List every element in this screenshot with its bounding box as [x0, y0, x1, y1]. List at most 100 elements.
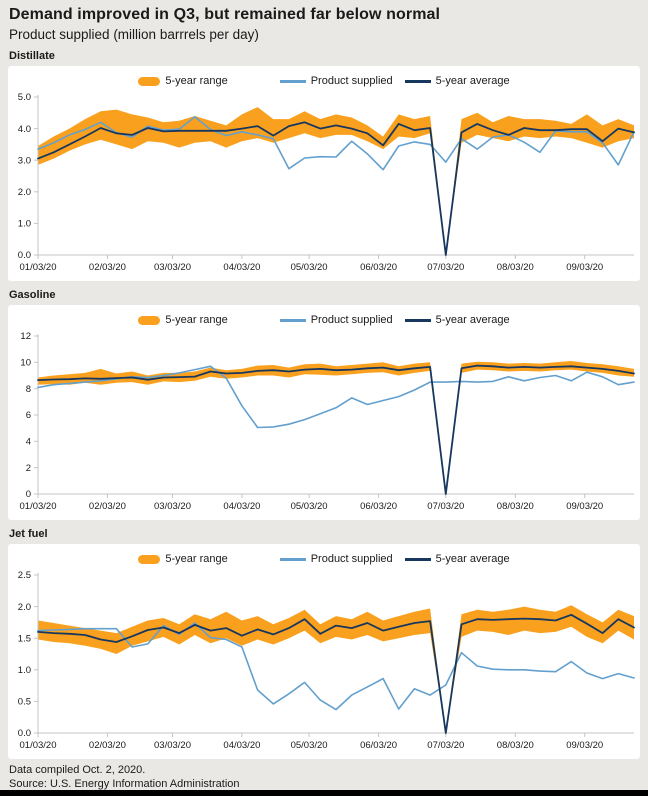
- legend-item-average: 5-year average: [404, 314, 510, 327]
- legend-average-label: 5-year average: [435, 75, 510, 88]
- distillate-legend: 5-year range Product supplied 5-year ave…: [8, 71, 640, 91]
- footer: Data compiled Oct. 2, 2020. Source: U.S.…: [0, 759, 648, 792]
- svg-text:07/03/20: 07/03/20: [427, 501, 464, 512]
- legend-item-range: 5-year range: [138, 75, 228, 88]
- svg-text:05/03/20: 05/03/20: [291, 501, 328, 512]
- jet-fuel-svg: 2.5 2.0 1.5 1.0 0.5 0.001/03/20 02/03/20 03/03/…: [18, 571, 635, 751]
- axes: [34, 334, 634, 499]
- svg-text:0: 0: [26, 490, 31, 501]
- footer-compiled: Data compiled Oct. 2, 2020.: [9, 764, 146, 777]
- svg-text:2.0: 2.0: [18, 602, 31, 613]
- average-line-swatch-icon: [404, 319, 431, 322]
- svg-text:04/03/20: 04/03/20: [223, 740, 260, 751]
- five-year-range-band: [38, 107, 634, 256]
- svg-text:06/03/20: 06/03/20: [360, 501, 397, 512]
- panel-label-jetfuel: Jet fuel: [9, 528, 48, 541]
- range-swatch-icon: [138, 315, 161, 325]
- svg-text:12: 12: [20, 332, 31, 343]
- legend-range-label: 5-year range: [165, 314, 228, 327]
- five-year-range-band: [38, 605, 634, 734]
- legend-item-range: 5-year range: [138, 553, 228, 566]
- panel-label-distillate: Distillate: [9, 50, 55, 63]
- svg-text:04/03/20: 04/03/20: [223, 501, 260, 512]
- product-line-swatch-icon: [279, 319, 306, 322]
- jetfuel-legend: 5-year range Product supplied 5-year ave…: [8, 549, 640, 569]
- svg-text:3.0: 3.0: [18, 156, 31, 167]
- gasoline-svg: 12 10 8 6 4 2 001/03/20 02/03/20 03/03/20 04/03/2…: [20, 332, 635, 512]
- axes: [34, 573, 634, 738]
- x-axis-labels: 01/03/20 02/03/20 03/03/20 04/03/20 05/03/20…: [20, 262, 604, 273]
- svg-text:01/03/20: 01/03/20: [20, 740, 57, 751]
- svg-text:0.5: 0.5: [18, 697, 31, 708]
- svg-text:6: 6: [26, 411, 31, 422]
- header: Demand improved in Q3, but remained far …: [0, 0, 648, 42]
- five-year-range-band: [38, 361, 634, 495]
- svg-text:2.0: 2.0: [18, 187, 31, 198]
- page-subtitle: Product supplied (million barrrels per d…: [9, 27, 259, 43]
- 5-year-average-line: [37, 365, 635, 496]
- range-swatch-icon: [138, 554, 161, 564]
- gasoline-chart-card: 5-year range Product supplied 5-year ave…: [8, 305, 640, 521]
- svg-text:08/03/20: 08/03/20: [497, 501, 534, 512]
- svg-text:2.5: 2.5: [18, 571, 31, 582]
- svg-text:5.0: 5.0: [18, 93, 31, 104]
- gasoline-chart: 12 10 8 6 4 2 0 01/03/20 02/03/20 03/03/20 04/03/2…: [8, 330, 640, 520]
- x-axis-labels: 01/03/20 02/03/20 03/03/20 04/03/20 05/03/20…: [20, 501, 604, 512]
- svg-text:1.5: 1.5: [18, 634, 31, 645]
- product-supplied-line: [37, 365, 635, 429]
- legend-average-label: 5-year average: [435, 553, 510, 566]
- legend-item-average: 5-year average: [404, 75, 510, 88]
- legend-item-product: Product supplied: [279, 314, 393, 327]
- legend-product-label: Product supplied: [310, 75, 393, 88]
- svg-text:05/03/20: 05/03/20: [291, 740, 328, 751]
- svg-text:03/03/20: 03/03/20: [154, 740, 191, 751]
- legend-item-average: 5-year average: [404, 553, 510, 566]
- svg-text:09/03/20: 09/03/20: [566, 740, 603, 751]
- svg-text:02/03/20: 02/03/20: [89, 501, 126, 512]
- panel-label-gasoline: Gasoline: [9, 289, 56, 302]
- bottom-bar: [0, 790, 648, 796]
- svg-text:08/03/20: 08/03/20: [497, 262, 534, 273]
- footer-source: Source: U.S. Energy Information Administ…: [9, 778, 240, 791]
- product-line-swatch-icon: [279, 80, 306, 83]
- svg-text:2: 2: [26, 463, 31, 474]
- svg-text:06/03/20: 06/03/20: [360, 740, 397, 751]
- y-axis-labels: 5.0 4.0 3.0 2.0 1.0 0.0: [18, 93, 31, 262]
- distillate-chart-card: 5-year range Product supplied 5-year ave…: [8, 66, 640, 282]
- svg-text:01/03/20: 01/03/20: [20, 501, 57, 512]
- legend-product-label: Product supplied: [310, 314, 393, 327]
- svg-text:1.0: 1.0: [18, 219, 31, 230]
- svg-text:1.0: 1.0: [18, 665, 31, 676]
- average-line-swatch-icon: [404, 80, 431, 83]
- svg-text:05/03/20: 05/03/20: [291, 262, 328, 273]
- legend-item-product: Product supplied: [279, 553, 393, 565]
- y-axis-labels: 2.5 2.0 1.5 1.0 0.5 0.0: [18, 571, 31, 740]
- page-title: Demand improved in Q3, but remained far …: [9, 6, 441, 23]
- y-axis-labels: 12 10 8 6 4 2 0: [20, 332, 31, 501]
- svg-text:03/03/20: 03/03/20: [154, 501, 191, 512]
- legend-range-label: 5-year range: [165, 75, 228, 88]
- legend-range-label: 5-year range: [165, 553, 228, 566]
- svg-text:04/03/20: 04/03/20: [223, 262, 260, 273]
- gasoline-legend: 5-year range Product supplied 5-year ave…: [8, 310, 640, 330]
- svg-text:4.0: 4.0: [18, 124, 31, 135]
- svg-text:0.0: 0.0: [18, 251, 31, 262]
- legend-average-label: 5-year average: [435, 314, 510, 327]
- jetfuel-chart: 2.5 2.0 1.5 1.0 0.5 0.0 01/03/20 02/03/20 03/03/…: [8, 569, 640, 759]
- svg-text:8: 8: [26, 384, 31, 395]
- svg-text:08/03/20: 08/03/20: [497, 740, 534, 751]
- 5-year-average-line: [37, 121, 635, 257]
- svg-text:09/03/20: 09/03/20: [566, 262, 603, 273]
- svg-text:4: 4: [26, 437, 31, 448]
- legend-item-product: Product supplied: [279, 75, 393, 88]
- svg-text:0.0: 0.0: [18, 729, 31, 740]
- svg-text:06/03/20: 06/03/20: [360, 262, 397, 273]
- svg-text:01/03/20: 01/03/20: [20, 262, 57, 273]
- svg-text:07/03/20: 07/03/20: [427, 740, 464, 751]
- product-supplied-line: [37, 622, 635, 711]
- distillate-chart: 5.0 4.0 3.0 2.0 1.0 0.0 01/03/20 02/03/20 03/03/…: [8, 91, 640, 281]
- jetfuel-chart-card: 5-year range Product supplied 5-year ave…: [8, 544, 640, 760]
- axes: [34, 95, 634, 260]
- average-line-swatch-icon: [404, 558, 431, 561]
